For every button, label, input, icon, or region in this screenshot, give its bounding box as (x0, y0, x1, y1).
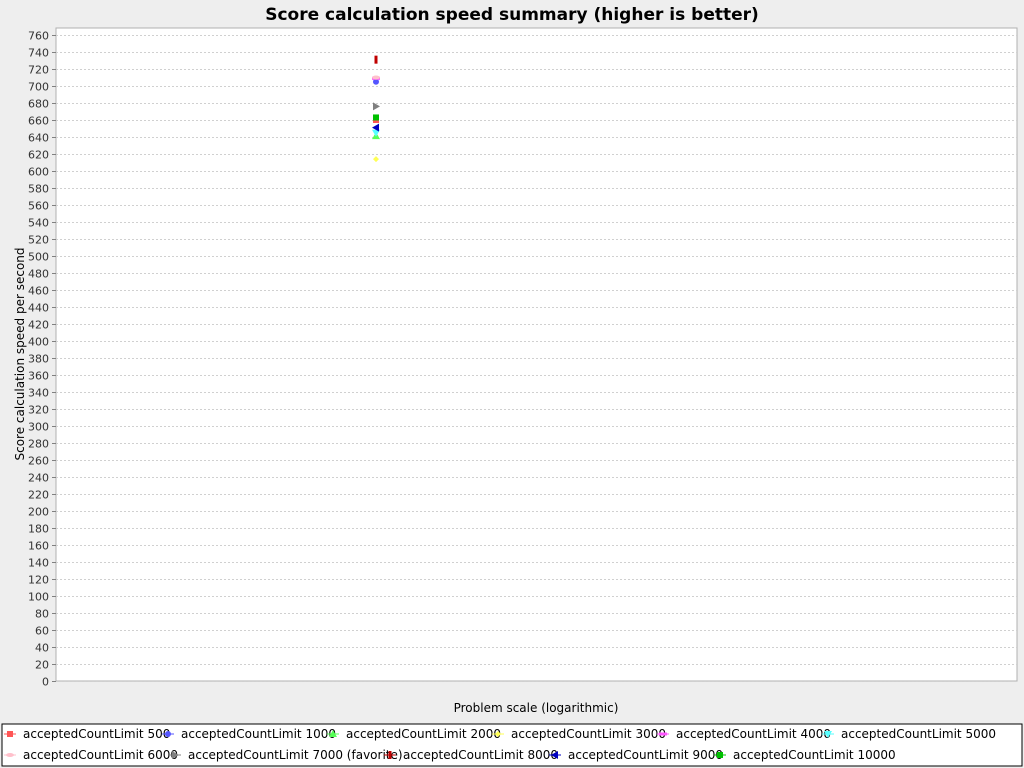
legend-item: acceptedCountLimit 8000 (384, 748, 558, 762)
y-axis-ticks: 0 20 40 60 80 100 120 140 160 180 200 220 240 260 280 3… (28, 30, 56, 689)
y-tick-label: 760 (28, 30, 49, 43)
legend-label: acceptedCountLimit 8000 (403, 748, 558, 762)
legend-label: acceptedCountLimit 3000 (511, 727, 666, 741)
data-point-series-9 (374, 55, 378, 64)
legend-marker (717, 752, 723, 758)
x-axis-label: Problem scale (logarithmic) (454, 701, 619, 715)
y-tick-label: 300 (28, 421, 49, 434)
legend-item: acceptedCountLimit 7000 (favorite) (169, 748, 403, 762)
legend-item: acceptedCountLimit 5000 (822, 727, 996, 741)
legend-label: acceptedCountLimit 9000 (568, 748, 723, 762)
legend-label: acceptedCountLimit 1000 (181, 727, 336, 741)
data-point-series-11 (373, 114, 379, 121)
y-tick-label: 320 (28, 404, 49, 417)
y-tick-label: 280 (28, 438, 49, 451)
y-tick-label: 440 (28, 302, 49, 315)
y-tick-label: 20 (35, 659, 49, 672)
legend-label: acceptedCountLimit 10000 (733, 748, 896, 762)
y-tick-label: 640 (28, 132, 49, 145)
data-point-series-6 (372, 129, 380, 137)
y-tick-label: 380 (28, 353, 49, 366)
y-tick-label: 520 (28, 234, 49, 247)
y-tick-label: 200 (28, 506, 49, 519)
legend-label: acceptedCountLimit 5000 (841, 727, 996, 741)
legend-marker (495, 731, 501, 737)
y-tick-label: 660 (28, 115, 49, 128)
y-tick-label: 600 (28, 166, 49, 179)
y-tick-label: 460 (28, 285, 49, 298)
legend-label: acceptedCountLimit 7000 (favorite) (188, 748, 403, 762)
legend-item: acceptedCountLimit 2000 (327, 727, 501, 741)
y-tick-label: 260 (28, 455, 49, 468)
y-tick-label: 540 (28, 217, 49, 230)
legend-marker (551, 751, 558, 759)
data-point-series-2 (373, 78, 379, 85)
legend-marker (165, 731, 171, 737)
y-tick-label: 720 (28, 64, 49, 77)
y-tick-label: 140 (28, 557, 49, 570)
legend-label: acceptedCountLimit 6000 (23, 748, 178, 762)
y-tick-label: 80 (35, 608, 49, 621)
y-tick-label: 420 (28, 319, 49, 332)
y-tick-label: 680 (28, 98, 49, 111)
data-point-series-8 (373, 102, 380, 111)
data-points (372, 55, 380, 163)
y-tick-label: 240 (28, 472, 49, 485)
legend-marker (659, 732, 667, 736)
data-point-series-4 (373, 156, 379, 163)
y-tick-label: 220 (28, 489, 49, 502)
y-tick-label: 360 (28, 370, 49, 383)
y-tick-label: 740 (28, 47, 49, 60)
plot-area (55, 27, 1018, 682)
y-tick-label: 620 (28, 149, 49, 162)
y-tick-label: 100 (28, 591, 49, 604)
y-tick-label: 560 (28, 200, 49, 213)
legend-item: acceptedCountLimit 500 (4, 727, 170, 741)
y-tick-label: 60 (35, 625, 49, 638)
data-point-series-7 (372, 75, 380, 80)
y-tick-label: 500 (28, 251, 49, 264)
y-tick-label: 160 (28, 540, 49, 553)
y-tick-label: 180 (28, 523, 49, 536)
y-tick-label: 340 (28, 387, 49, 400)
y-tick-label: 0 (42, 676, 49, 689)
gridlines (56, 35, 1017, 682)
legend-marker (329, 730, 337, 737)
chart-title: Score calculation speed summary (higher … (265, 5, 759, 25)
legend-label: acceptedCountLimit 500 (23, 727, 170, 741)
legend-item: acceptedCountLimit 3000 (492, 727, 666, 741)
legend-marker (7, 731, 13, 737)
y-tick-label: 580 (28, 183, 49, 196)
y-tick-label: 480 (28, 268, 49, 281)
y-tick-label: 40 (35, 642, 49, 655)
legend-marker (172, 751, 179, 759)
legend-item: acceptedCountLimit 6000 (4, 748, 178, 762)
y-tick-label: 120 (28, 574, 49, 587)
data-point-series-10 (372, 123, 379, 132)
legend: acceptedCountLimit 500 acceptedCountLimit… (4, 727, 996, 762)
legend-marker (388, 751, 392, 759)
legend-marker (824, 731, 832, 738)
y-axis-label: Score calculation speed per second (13, 247, 27, 460)
y-tick-label: 400 (28, 336, 49, 349)
legend-item: acceptedCountLimit 9000 (549, 748, 723, 762)
legend-label: acceptedCountLimit 2000 (346, 727, 501, 741)
legend-label: acceptedCountLimit 4000 (676, 727, 831, 741)
legend-item: acceptedCountLimit 1000 (162, 727, 336, 741)
legend-item: acceptedCountLimit 4000 (657, 727, 831, 741)
legend-marker (6, 753, 14, 757)
y-tick-label: 700 (28, 81, 49, 94)
legend-item: acceptedCountLimit 10000 (714, 748, 896, 762)
